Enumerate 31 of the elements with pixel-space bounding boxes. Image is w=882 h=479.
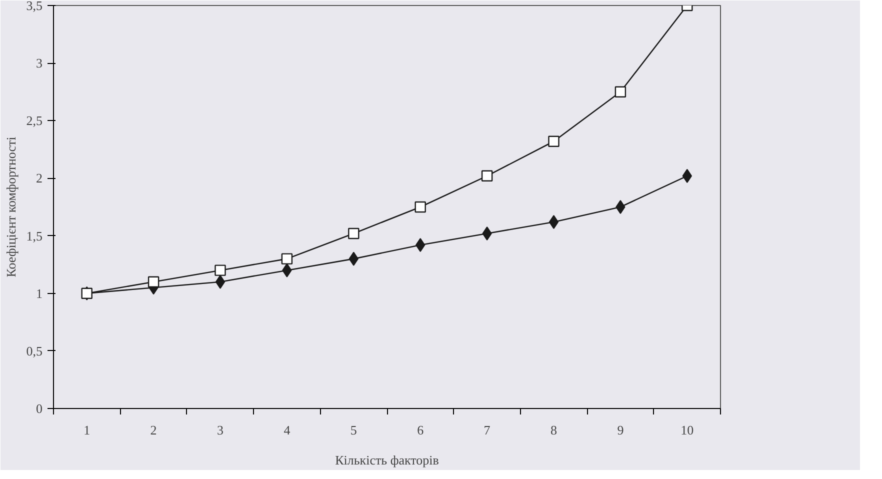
point [414,201,426,213]
y-tick-label: 0,5 [26,343,42,358]
point [614,86,626,98]
x-tick-label: 2 [150,422,157,438]
point [215,274,226,289]
x-tick-label: 3 [217,422,224,438]
x-tick-label: 6 [417,422,424,438]
x-tick-label: 5 [350,422,357,438]
point [548,214,559,229]
y-tick-label: 3 [36,56,42,71]
x-tick-label: 4 [284,422,291,438]
point [148,276,160,288]
y-tick-label: 0 [36,401,42,416]
y-tick-label: 2,5 [26,113,42,128]
point [348,228,360,240]
point [214,264,226,276]
x-tick-label: 9 [617,422,624,438]
point [481,170,493,182]
x-tick-label: 7 [484,422,491,438]
x-tick-label: 1 [84,422,90,438]
y-tick-label: 1,5 [26,228,42,244]
y-tick-label: 2 [36,170,42,186]
x-axis-title: Кількість факторів [335,452,439,468]
y-tick-label: 1 [36,286,42,301]
x-tick-label: 10 [680,422,694,438]
point [548,136,560,147]
x-tick-label: 8 [550,422,557,438]
y-axis-title: Коефіцієнт комфортності [3,136,18,278]
point [616,200,626,214]
y-tick-label: 3,5 [26,0,42,13]
point [281,253,293,264]
